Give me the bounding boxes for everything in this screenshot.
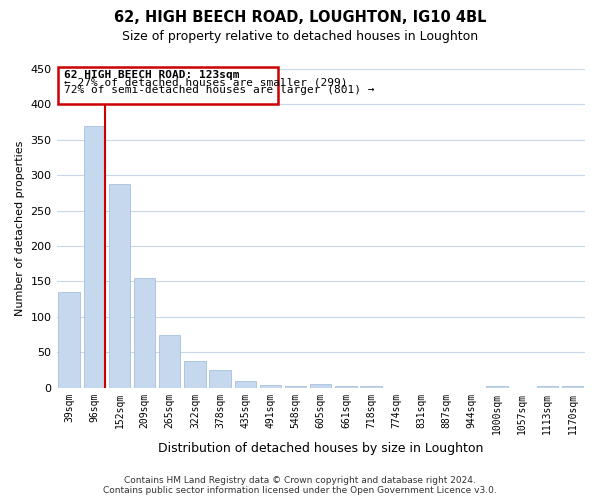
Bar xyxy=(134,278,155,388)
Bar xyxy=(209,370,231,388)
Text: Contains HM Land Registry data © Crown copyright and database right 2024.
Contai: Contains HM Land Registry data © Crown c… xyxy=(103,476,497,495)
Y-axis label: Number of detached properties: Number of detached properties xyxy=(15,140,25,316)
Bar xyxy=(235,380,256,388)
Bar xyxy=(109,184,130,388)
Bar xyxy=(285,386,307,388)
Text: 72% of semi-detached houses are larger (801) →: 72% of semi-detached houses are larger (… xyxy=(64,86,374,96)
Bar xyxy=(83,126,105,388)
Text: 62 HIGH BEECH ROAD: 123sqm: 62 HIGH BEECH ROAD: 123sqm xyxy=(64,70,239,80)
Bar xyxy=(536,386,558,388)
Text: ← 27% of detached houses are smaller (299): ← 27% of detached houses are smaller (29… xyxy=(64,78,347,88)
X-axis label: Distribution of detached houses by size in Loughton: Distribution of detached houses by size … xyxy=(158,442,484,455)
Bar xyxy=(486,386,508,388)
Text: 62, HIGH BEECH ROAD, LOUGHTON, IG10 4BL: 62, HIGH BEECH ROAD, LOUGHTON, IG10 4BL xyxy=(114,10,486,25)
Bar xyxy=(260,385,281,388)
Bar xyxy=(159,334,181,388)
FancyBboxPatch shape xyxy=(58,67,278,104)
Bar xyxy=(184,361,206,388)
Bar xyxy=(58,292,80,388)
Text: Size of property relative to detached houses in Loughton: Size of property relative to detached ho… xyxy=(122,30,478,43)
Bar xyxy=(562,386,583,388)
Bar xyxy=(310,384,331,388)
Bar xyxy=(335,386,356,388)
Bar xyxy=(361,386,382,388)
